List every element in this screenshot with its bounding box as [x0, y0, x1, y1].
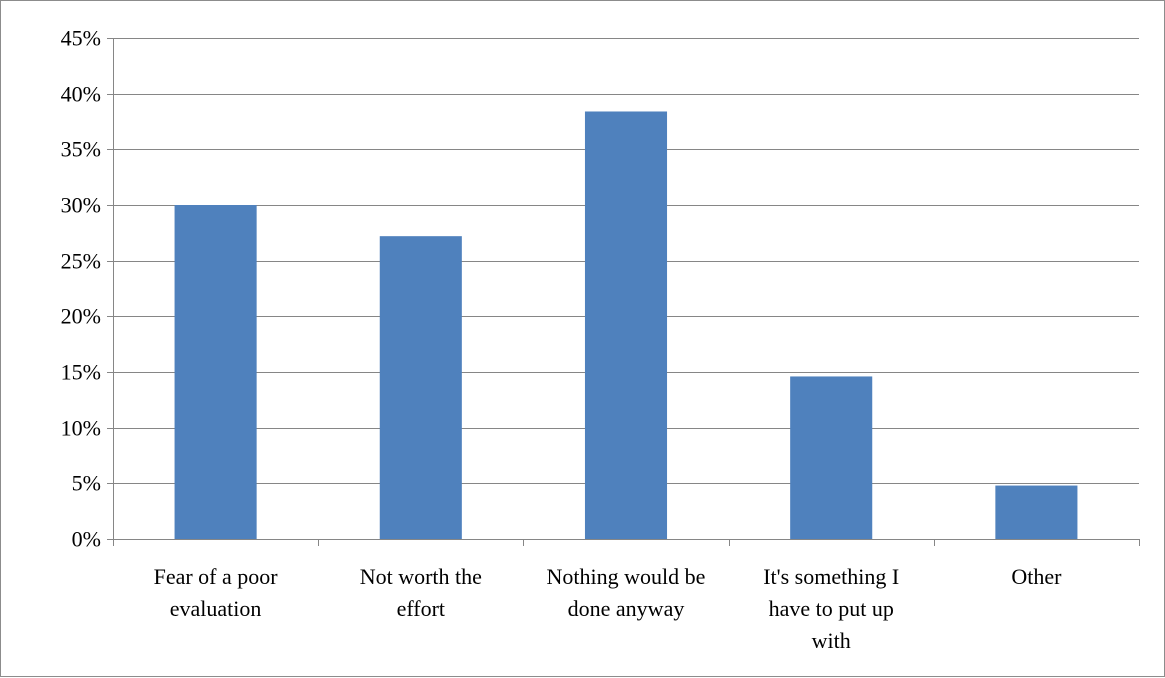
x-category-label-line: have to put up: [769, 596, 894, 621]
bar: [379, 236, 462, 539]
x-category-label-line: with: [812, 628, 851, 653]
x-category-label-line: Fear of a poor: [154, 564, 279, 589]
x-category-label: Other: [1011, 564, 1062, 589]
y-tick-label: 35%: [61, 137, 101, 162]
y-tick-label: 40%: [61, 82, 101, 107]
bar: [174, 205, 257, 539]
y-tick-label: 5%: [72, 471, 101, 496]
x-category-labels: Fear of a poor evaluation Not worth the eff…: [154, 564, 1063, 653]
x-category-label-line: evaluation: [170, 596, 262, 621]
x-category-label-line: Not worth the: [360, 564, 482, 589]
bars: [174, 111, 1078, 539]
y-tick-label: 25%: [61, 249, 101, 274]
y-tick-label: 30%: [61, 193, 101, 218]
x-category-label-line: Nothing would be: [547, 564, 706, 589]
y-tick-labels: 0% 5% 10% 15% 20% 25% 30% 35% 40% 45%: [61, 26, 101, 552]
bar: [790, 376, 873, 539]
y-tick-label: 0%: [72, 527, 101, 552]
y-tick-label: 10%: [61, 416, 101, 441]
bar: [584, 111, 668, 539]
axes: [107, 38, 1140, 546]
x-category-label: Not worth the effort: [360, 564, 482, 621]
x-category-label: Fear of a poor evaluation: [154, 564, 279, 621]
y-tick-label: 15%: [61, 360, 101, 385]
x-category-label: It's something I have to put up with: [763, 564, 899, 653]
x-category-label-line: It's something I: [763, 564, 899, 589]
x-category-label: Nothing would be done anyway: [547, 564, 706, 621]
y-tick-label: 45%: [61, 26, 101, 51]
x-category-label-line: effort: [397, 596, 445, 621]
y-tick-label: 20%: [61, 304, 101, 329]
bar: [995, 485, 1078, 539]
x-category-label-line: Other: [1011, 564, 1062, 589]
x-category-label-line: done anyway: [568, 596, 685, 621]
